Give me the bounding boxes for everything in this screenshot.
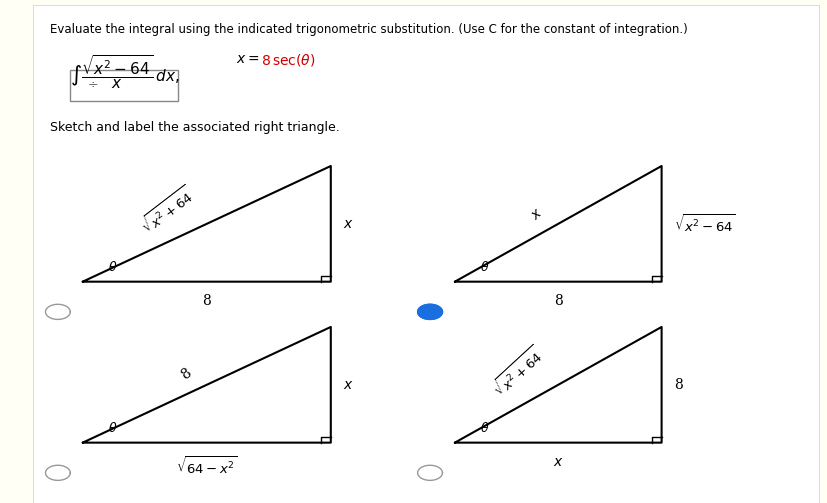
Text: $x$: $x$ bbox=[343, 378, 354, 392]
Text: $\sqrt{x^2+64}$: $\sqrt{x^2+64}$ bbox=[136, 183, 198, 237]
Text: $x$: $x$ bbox=[343, 217, 354, 231]
Text: Sketch and label the associated right triangle.: Sketch and label the associated right tr… bbox=[50, 121, 339, 134]
Text: Evaluate the integral using the indicated trigonometric substitution. (Use C for: Evaluate the integral using the indicate… bbox=[50, 23, 687, 36]
Text: 8: 8 bbox=[203, 294, 211, 308]
Text: $\div$: $\div$ bbox=[87, 77, 98, 91]
Text: $\theta$: $\theta$ bbox=[108, 260, 117, 274]
Text: $\theta$: $\theta$ bbox=[108, 421, 117, 435]
Text: $\theta$: $\theta$ bbox=[480, 260, 489, 274]
Polygon shape bbox=[418, 304, 442, 319]
Text: $\theta$: $\theta$ bbox=[480, 421, 489, 435]
Polygon shape bbox=[45, 304, 70, 319]
Text: $\sqrt{x^2+64}$: $\sqrt{x^2+64}$ bbox=[488, 343, 547, 401]
Text: 8: 8 bbox=[674, 378, 683, 392]
Text: 8: 8 bbox=[179, 366, 194, 382]
Text: $\int \dfrac{\sqrt{x^2 - 64}}{x}\,dx,$: $\int \dfrac{\sqrt{x^2 - 64}}{x}\,dx,$ bbox=[70, 53, 179, 91]
Text: $8\,\sec(\theta)$: $8\,\sec(\theta)$ bbox=[261, 52, 315, 68]
Text: $x$: $x$ bbox=[528, 205, 546, 222]
Text: $x = $: $x = $ bbox=[236, 52, 259, 66]
Text: $\sqrt{64-x^2}$: $\sqrt{64-x^2}$ bbox=[176, 455, 237, 476]
Text: $x$: $x$ bbox=[553, 455, 563, 469]
Polygon shape bbox=[45, 465, 70, 480]
Text: 8: 8 bbox=[554, 294, 562, 308]
Text: $\sqrt{x^2-64}$: $\sqrt{x^2-64}$ bbox=[674, 213, 736, 234]
FancyBboxPatch shape bbox=[33, 5, 819, 503]
FancyBboxPatch shape bbox=[70, 70, 178, 101]
Polygon shape bbox=[418, 465, 442, 480]
